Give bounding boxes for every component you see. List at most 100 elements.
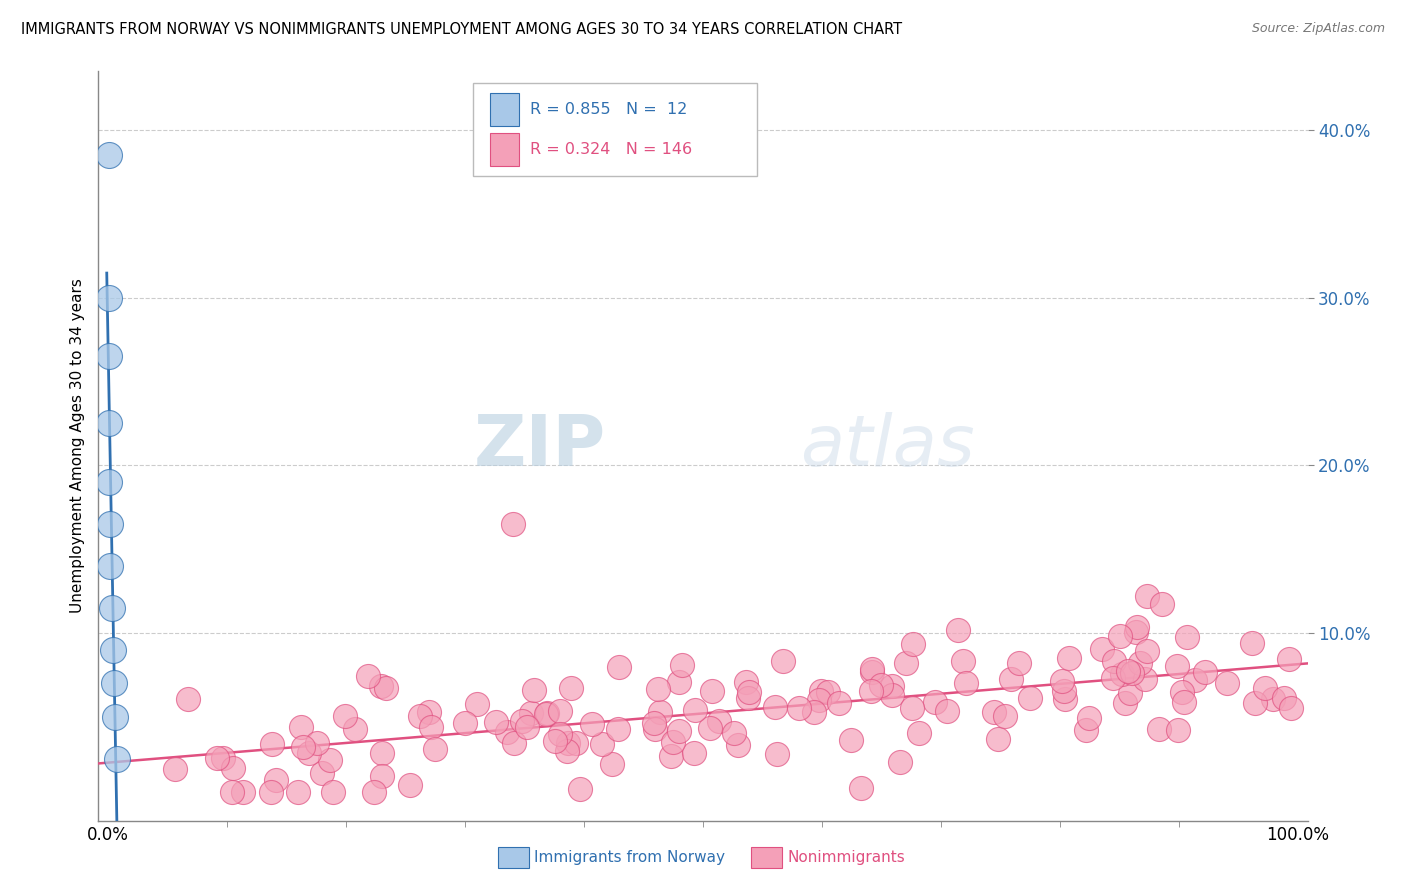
Point	[97, 148, 120, 162]
Point	[1184, 673, 1206, 687]
Point	[763, 699, 786, 714]
Point	[699, 721, 721, 735]
Point	[1126, 620, 1149, 634]
FancyBboxPatch shape	[474, 83, 758, 177]
Point	[1121, 666, 1143, 681]
Point	[1018, 691, 1040, 706]
Point	[97, 291, 120, 305]
Point	[1170, 685, 1192, 699]
Point	[496, 725, 519, 739]
Point	[1216, 675, 1239, 690]
Point	[555, 744, 578, 758]
Point	[787, 700, 810, 714]
Point	[889, 755, 911, 769]
Y-axis label: Unemployment Among Ages 30 to 34 years: Unemployment Among Ages 30 to 34 years	[69, 278, 84, 614]
Point	[882, 679, 904, 693]
Point	[994, 709, 1017, 723]
Point	[901, 637, 924, 651]
Point	[668, 674, 690, 689]
Point	[356, 669, 378, 683]
Point	[709, 714, 731, 729]
Point	[1150, 597, 1173, 611]
Point	[502, 516, 524, 531]
Point	[659, 748, 682, 763]
Point	[322, 785, 344, 799]
Point	[534, 706, 557, 721]
Point	[683, 747, 706, 761]
Point	[810, 684, 832, 698]
Point	[1136, 589, 1159, 603]
Point	[548, 726, 571, 740]
Point	[600, 757, 623, 772]
Point	[901, 701, 924, 715]
Point	[1279, 701, 1302, 715]
Point	[98, 516, 121, 531]
Point	[1109, 629, 1132, 643]
Point	[908, 726, 931, 740]
Point	[1194, 665, 1216, 679]
Point	[557, 736, 579, 750]
Point	[260, 737, 283, 751]
Point	[737, 691, 759, 706]
Point	[1057, 651, 1080, 665]
Point	[163, 762, 186, 776]
Point	[232, 785, 254, 799]
Point	[1254, 681, 1277, 695]
Point	[924, 695, 946, 709]
Point	[946, 623, 969, 637]
Point	[955, 676, 977, 690]
Point	[453, 715, 475, 730]
Point	[560, 681, 582, 695]
Point	[896, 656, 918, 670]
Point	[544, 734, 567, 748]
Point	[723, 726, 745, 740]
Point	[607, 660, 630, 674]
Text: Immigrants from Norway: Immigrants from Norway	[534, 850, 725, 864]
Point	[291, 740, 314, 755]
Point	[420, 720, 443, 734]
Point	[363, 785, 385, 799]
Point	[516, 720, 538, 734]
Text: atlas: atlas	[800, 411, 974, 481]
Point	[371, 746, 394, 760]
Point	[683, 703, 706, 717]
Point	[1133, 673, 1156, 687]
Point	[287, 784, 309, 798]
Point	[738, 684, 761, 698]
Point	[1166, 658, 1188, 673]
Point	[606, 723, 628, 737]
Point	[668, 724, 690, 739]
Point	[423, 741, 446, 756]
Point	[568, 781, 591, 796]
Point	[803, 705, 825, 719]
Point	[1116, 664, 1139, 678]
Point	[1111, 667, 1133, 681]
Point	[987, 731, 1010, 746]
Point	[98, 417, 121, 431]
Point	[671, 657, 693, 672]
FancyBboxPatch shape	[491, 93, 519, 126]
Point	[1129, 656, 1152, 670]
Point	[581, 716, 603, 731]
Point	[952, 654, 974, 668]
Point	[523, 683, 546, 698]
Point	[1274, 691, 1296, 706]
Point	[465, 698, 488, 712]
Point	[260, 785, 283, 799]
Point	[548, 705, 571, 719]
Point	[409, 709, 432, 723]
Point	[817, 685, 839, 699]
Point	[808, 693, 831, 707]
Point	[1102, 672, 1125, 686]
Point	[290, 720, 312, 734]
Point	[650, 705, 672, 719]
Point	[100, 600, 122, 615]
Point	[104, 709, 127, 723]
Point	[502, 736, 524, 750]
Point	[107, 751, 129, 765]
Point	[510, 714, 533, 728]
Point	[647, 681, 669, 696]
Point	[1241, 636, 1264, 650]
Point	[935, 705, 957, 719]
Point	[1050, 674, 1073, 689]
